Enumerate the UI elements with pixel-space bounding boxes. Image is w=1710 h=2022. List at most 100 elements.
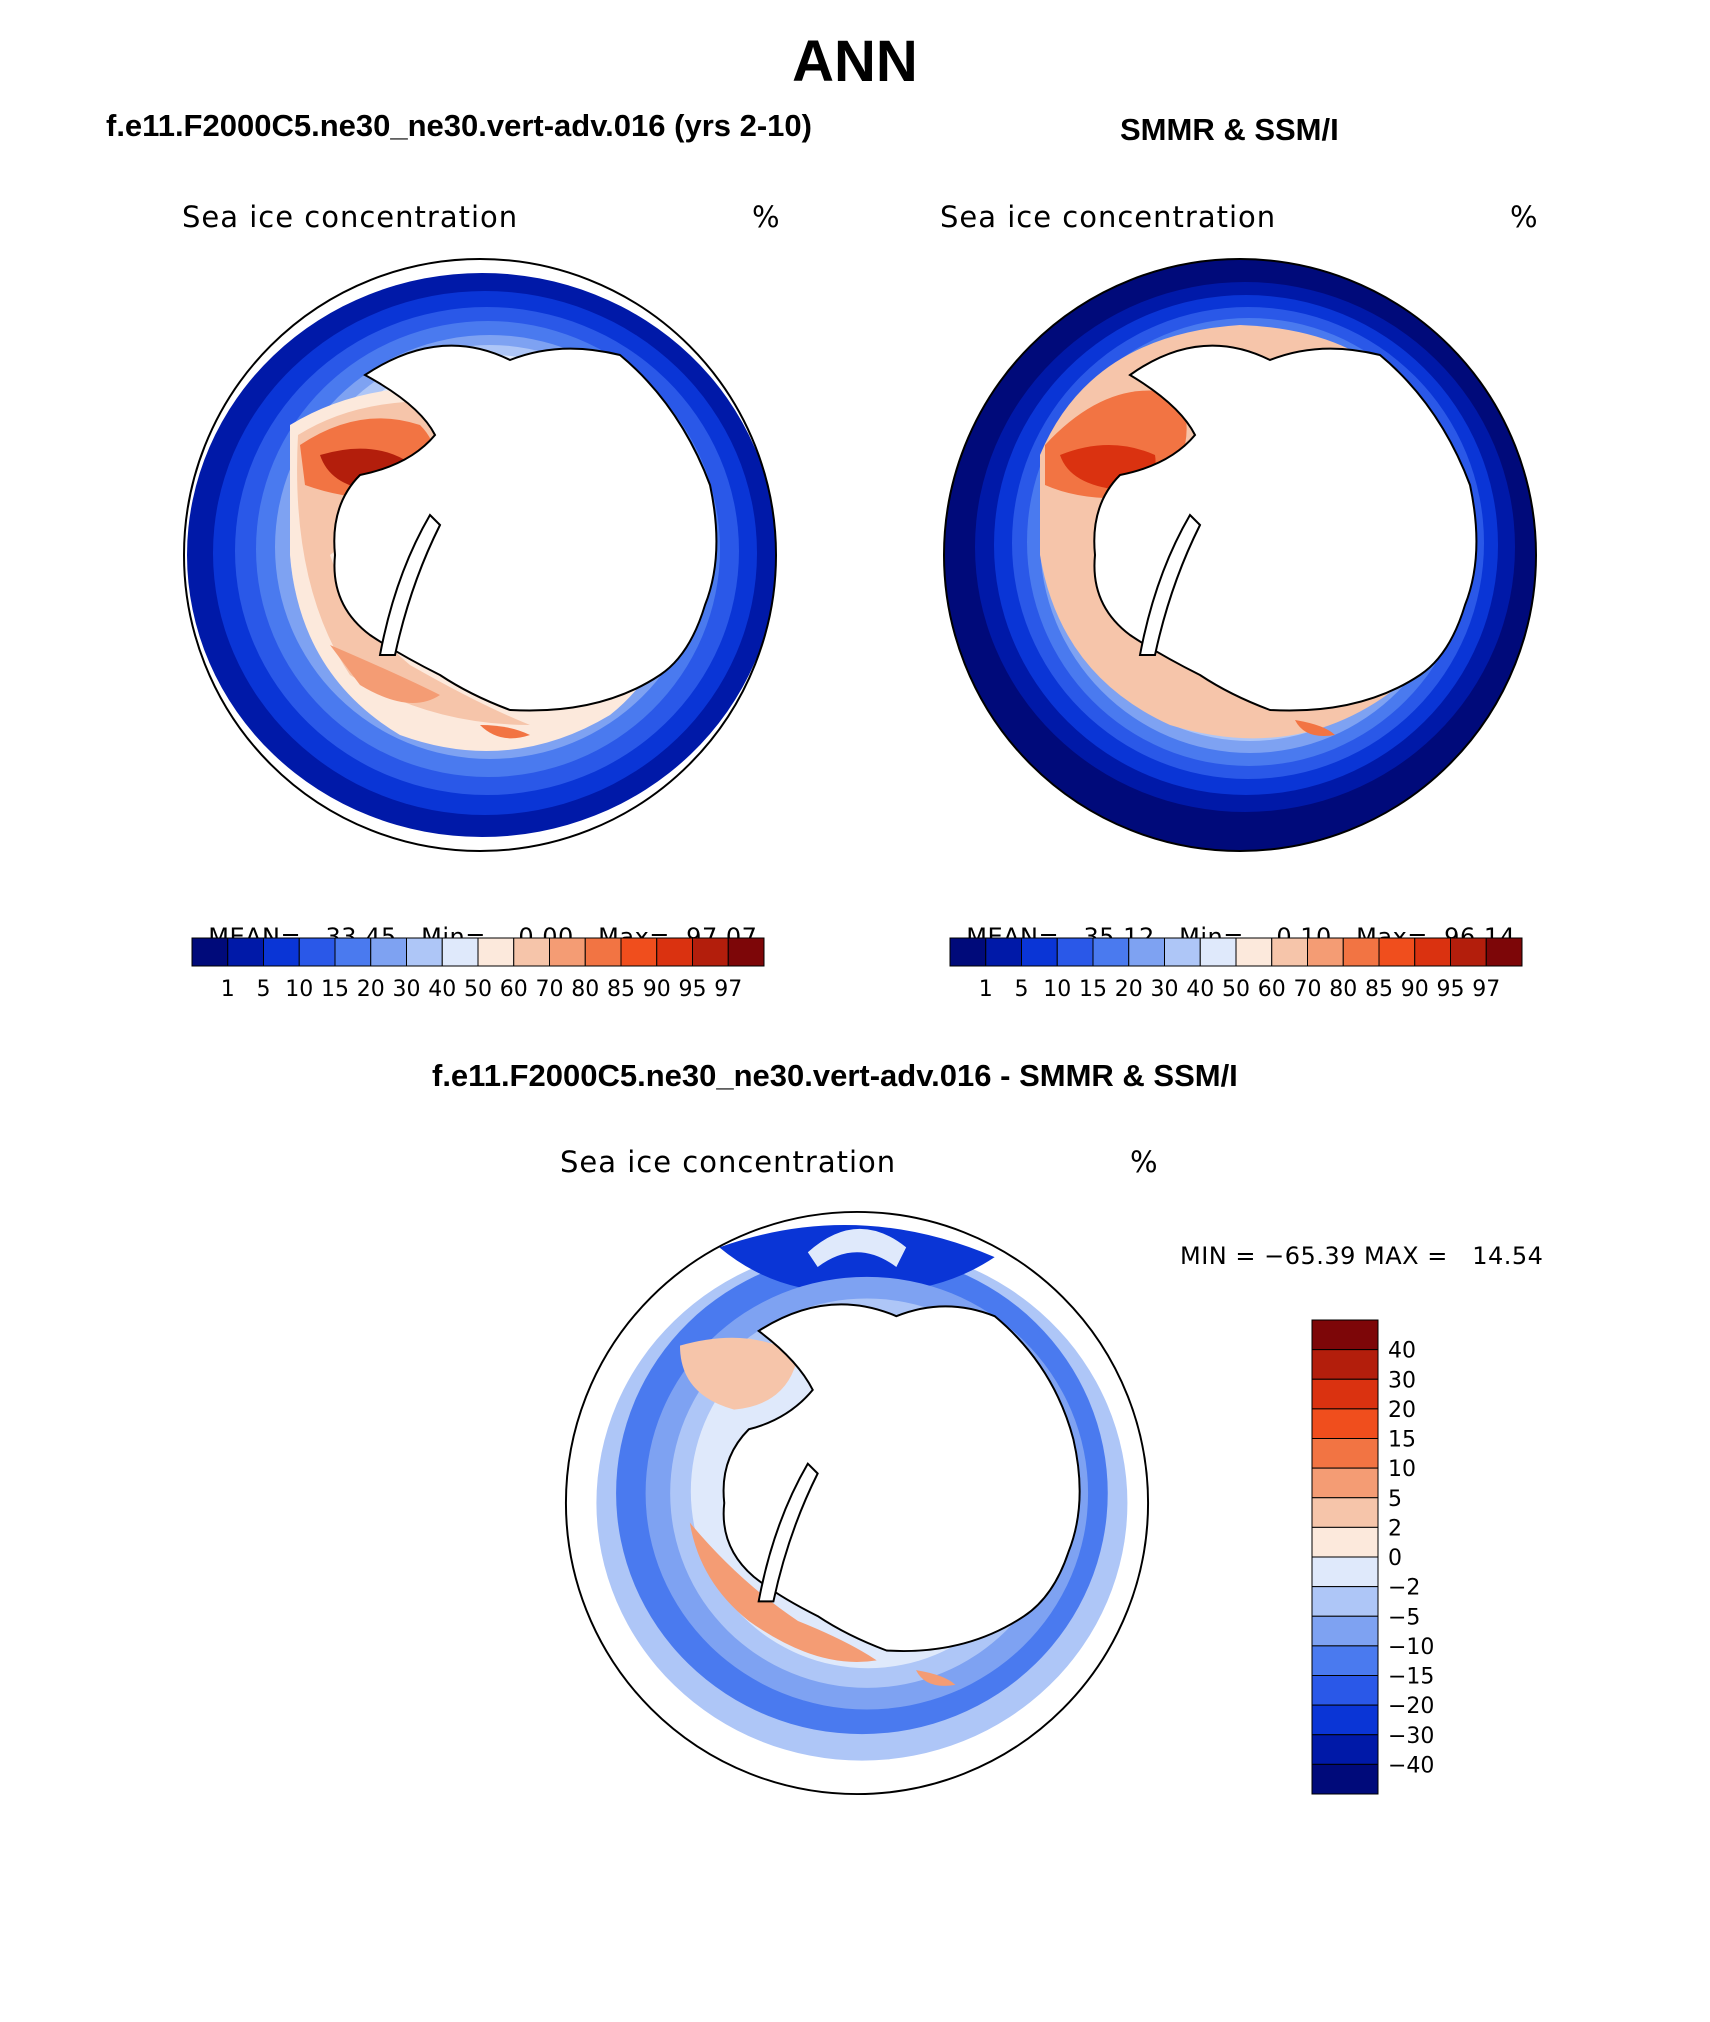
colorbar-left-swatch-5 (370, 937, 407, 967)
colorbar-right-swatch-2 (1021, 937, 1058, 967)
panel-right-title: SMMR & SSM/I (1120, 112, 1339, 147)
antarctic-peninsula (378, 513, 442, 656)
figure-title: ANN (792, 29, 918, 94)
colorbar-right-label-1: 5 (1015, 977, 1029, 1002)
colorbar-left-label-4: 20 (357, 977, 385, 1002)
colorbar-right-label-6: 40 (1186, 977, 1214, 1002)
antarctic-peninsula (1138, 513, 1202, 656)
diff-units: % (1130, 1145, 1159, 1179)
colorbar-right-swatch-11 (1342, 937, 1380, 967)
colorbar-left-label-8: 60 (500, 977, 528, 1002)
colorbar-diff-swatch-2 (1311, 1378, 1379, 1410)
diff-title: f.e11.F2000C5.ne30_ne30.vert-adv.016 - S… (432, 1058, 1238, 1093)
colorbar-right-label-11: 85 (1365, 977, 1393, 1002)
colorbar-left-swatch-8 (477, 937, 515, 967)
diff-negative-core (719, 1224, 995, 1293)
colorbar-diff-swatch-9 (1311, 1586, 1379, 1617)
colorbar-diff-swatch-1 (1311, 1349, 1379, 1380)
colorbar-right-label-5: 30 (1151, 977, 1179, 1002)
colorbar-left-label-2: 10 (285, 977, 313, 1002)
colorbar-diff-swatch-8 (1311, 1556, 1379, 1588)
colorbar-left-swatch-14 (692, 937, 729, 967)
diff-subtitle: Sea ice concentration (560, 1145, 897, 1179)
colorbar-right-swatch-3 (1056, 937, 1094, 967)
colorbar-right-label-7: 50 (1222, 977, 1250, 1002)
colorbar-diff-label-9: −5 (1388, 1605, 1420, 1630)
colorbar-diff-swatch-0 (1311, 1319, 1379, 1351)
colorbar-left-label-6: 40 (428, 977, 456, 1002)
colorbar-left-swatch-10 (549, 937, 586, 967)
colorbar-diff-swatch-11 (1311, 1645, 1379, 1676)
colorbar-diff-swatch-6 (1311, 1497, 1379, 1528)
colorbar-diff-swatch-7 (1311, 1526, 1379, 1558)
colorbar-right-swatch-15 (1485, 937, 1523, 967)
panel-left-title: f.e11.F2000C5.ne30_ne30.vert-adv.016 (yr… (106, 108, 812, 143)
colorbar-right-swatch-10 (1307, 937, 1344, 967)
colorbar-left-label-13: 95 (679, 977, 707, 1002)
colorbar-left-label-12: 90 (643, 977, 671, 1002)
colorbar-diff-swatch-14 (1311, 1734, 1379, 1765)
colorbar-diff-swatch-5 (1311, 1467, 1379, 1499)
colorbar-diff-label-0: 40 (1388, 1339, 1416, 1364)
colorbar-diff-label-8: −2 (1388, 1576, 1420, 1601)
colorbar-right-swatch-12 (1378, 937, 1416, 967)
colorbar-left-label-1: 5 (257, 977, 271, 1002)
diff-minmax: MIN = −65.39 MAX = 14.54 (1180, 1242, 1544, 1270)
colorbar-diff-label-7: 0 (1388, 1546, 1402, 1571)
colorbar-left-label-10: 80 (571, 977, 599, 1002)
colorbar-left-swatch-7 (441, 937, 479, 967)
map-border (564, 1210, 1150, 1796)
colorbar-left-label-0: 1 (221, 977, 235, 1002)
left-polar-map (183, 258, 777, 852)
colorbar-left-label-7: 50 (464, 977, 492, 1002)
colorbar-right-label-12: 90 (1401, 977, 1429, 1002)
antarctic-peninsula (757, 1462, 819, 1603)
colorbar-left-swatch-11 (584, 937, 622, 967)
diff-positive-weddell (680, 1337, 798, 1410)
colorbar-left-swatch-13 (656, 937, 693, 967)
colorbar-diff-label-12: −20 (1388, 1694, 1434, 1719)
colorbar-right-label-10: 80 (1329, 977, 1357, 1002)
colorbar-diff-swatch-12 (1311, 1675, 1379, 1706)
colorbar-diff-label-2: 20 (1388, 1398, 1416, 1423)
colorbar-left-swatch-6 (406, 937, 443, 967)
antarctica-land (333, 344, 718, 712)
colorbar-right-swatch-0 (949, 937, 987, 967)
colorbar-left-swatch-0 (191, 937, 229, 967)
right-polar-map (943, 258, 1537, 852)
colorbar-right-swatch-6 (1164, 937, 1201, 967)
colorbar-left-label-14: 97 (714, 977, 742, 1002)
colorbar-right-label-9: 70 (1294, 977, 1322, 1002)
colorbar-right-label-14: 97 (1472, 977, 1500, 1002)
colorbar-diff-label-14: −40 (1388, 1753, 1434, 1778)
panel-left-units: % (752, 200, 781, 234)
diff-polar-map (564, 1210, 1150, 1796)
colorbar-diff-label-11: −15 (1388, 1665, 1434, 1690)
colorbar-diff-label-4: 10 (1388, 1457, 1416, 1482)
colorbar-right-swatch-14 (1450, 937, 1487, 967)
colorbar-right-swatch-4 (1092, 937, 1130, 967)
panel-left-subtitle: Sea ice concentration (182, 200, 519, 234)
colorbar-diff-label-5: 5 (1388, 1487, 1402, 1512)
colorbar-left-swatch-4 (334, 937, 372, 967)
colorbar-right-swatch-13 (1414, 937, 1451, 967)
colorbar-right-label-8: 60 (1258, 977, 1286, 1002)
colorbar-diff-label-13: −30 (1388, 1724, 1434, 1749)
colorbar-left-label-3: 15 (321, 977, 349, 1002)
colorbar-diff-swatch-10 (1311, 1615, 1379, 1647)
antarctica-land (1093, 344, 1478, 712)
colorbar-left: 1 5 10 15 20 30 40 50 60 70 80 85 90 95 97 (191, 937, 765, 1002)
colorbar-left-swatch-9 (513, 937, 550, 967)
colorbar-diff-label-3: 15 (1388, 1428, 1416, 1453)
colorbar-diff-label-1: 30 (1388, 1368, 1416, 1393)
colorbar-diff-label-10: −10 (1388, 1635, 1434, 1660)
map-border (943, 258, 1537, 852)
colorbar-right-label-4: 20 (1115, 977, 1143, 1002)
colorbar-diff-swatch-13 (1311, 1704, 1379, 1736)
colorbar-left-label-11: 85 (607, 977, 635, 1002)
diff-positive-ross (689, 1522, 877, 1662)
colorbar-right-swatch-8 (1235, 937, 1273, 967)
colorbar-left-swatch-2 (263, 937, 300, 967)
colorbar-right: 1 5 10 15 20 30 40 50 60 70 80 85 90 95 97 (949, 937, 1523, 1002)
